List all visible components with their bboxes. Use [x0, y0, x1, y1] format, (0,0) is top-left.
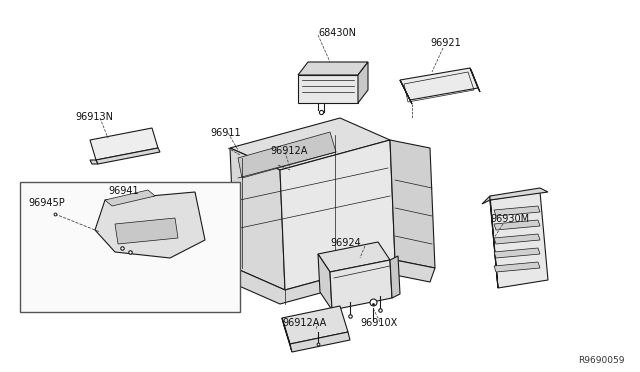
Text: 96924: 96924: [330, 238, 361, 248]
Polygon shape: [494, 262, 540, 272]
Polygon shape: [282, 318, 292, 352]
Polygon shape: [390, 256, 400, 298]
Text: 96921: 96921: [430, 38, 461, 48]
Text: 96941: 96941: [108, 186, 139, 196]
Polygon shape: [390, 140, 435, 268]
Polygon shape: [290, 332, 350, 352]
Polygon shape: [318, 242, 390, 272]
Text: 96913N: 96913N: [75, 112, 113, 122]
FancyBboxPatch shape: [20, 182, 240, 312]
Text: R9690059: R9690059: [579, 356, 625, 365]
Text: 96910X: 96910X: [360, 318, 397, 328]
Polygon shape: [318, 254, 332, 310]
Polygon shape: [494, 206, 540, 216]
Polygon shape: [90, 160, 98, 164]
Polygon shape: [96, 148, 160, 164]
Polygon shape: [490, 192, 548, 288]
Polygon shape: [494, 234, 540, 244]
Polygon shape: [238, 132, 336, 178]
Polygon shape: [298, 62, 368, 75]
Polygon shape: [90, 128, 158, 160]
Polygon shape: [470, 68, 480, 92]
Polygon shape: [230, 118, 390, 170]
Polygon shape: [230, 148, 285, 290]
Polygon shape: [494, 248, 540, 258]
Polygon shape: [105, 190, 155, 206]
Polygon shape: [400, 68, 478, 100]
Text: 96945P: 96945P: [28, 198, 65, 208]
Polygon shape: [330, 260, 392, 310]
Text: 96912AA: 96912AA: [282, 318, 326, 328]
Polygon shape: [115, 218, 178, 244]
Polygon shape: [358, 62, 368, 103]
Text: 96912A: 96912A: [270, 146, 307, 156]
Polygon shape: [494, 220, 540, 230]
Polygon shape: [282, 306, 348, 344]
Text: 96911: 96911: [210, 128, 241, 138]
Polygon shape: [230, 260, 435, 304]
Polygon shape: [298, 75, 358, 103]
Polygon shape: [482, 196, 498, 288]
Polygon shape: [280, 140, 395, 290]
Polygon shape: [95, 192, 205, 258]
Text: 96930M: 96930M: [490, 214, 529, 224]
Text: 68430N: 68430N: [318, 28, 356, 38]
Polygon shape: [490, 188, 548, 200]
Polygon shape: [400, 80, 412, 104]
